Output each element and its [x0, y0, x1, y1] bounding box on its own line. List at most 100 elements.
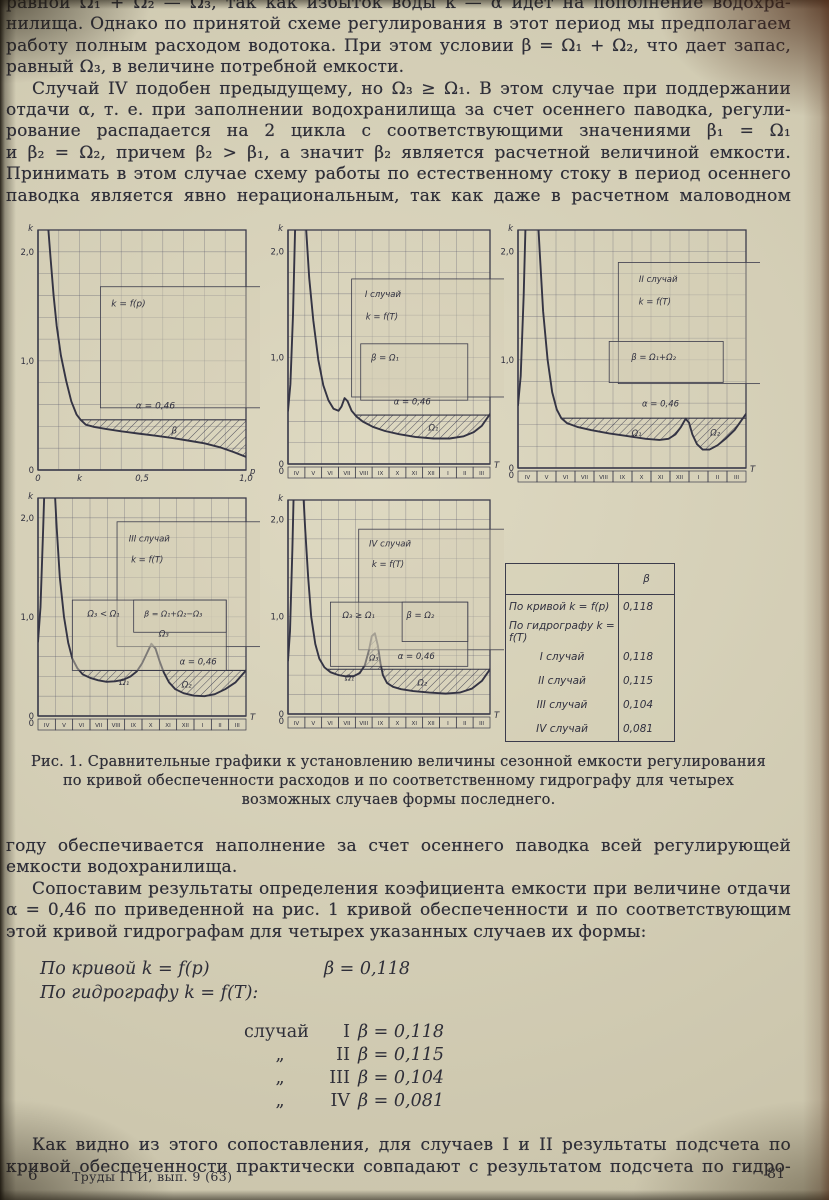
- formula-hydrograph-label: По гидрографу k = f(T):: [40, 983, 259, 1004]
- svg-text:V: V: [545, 475, 549, 481]
- text-line: Сопоставим результаты определения коэфиц…: [32, 878, 791, 899]
- svg-text:k = f(T): k = f(T): [131, 555, 163, 565]
- svg-text:VII: VII: [95, 723, 102, 729]
- svg-text:XII: XII: [182, 723, 189, 729]
- svg-text:III: III: [734, 475, 739, 481]
- chart-hydrograph-case-4: IV случай k = f(T) Ω₃ ≥ Ω₁ β = Ω₂ Ω₃ α = 0,46…: [258, 493, 572, 741]
- svg-text:III: III: [235, 723, 240, 729]
- case-row: „ II β = 0,115: [275, 1045, 445, 1066]
- svg-text:1,0: 1,0: [270, 613, 284, 623]
- svg-text:XII: XII: [428, 721, 435, 727]
- svg-text:IX: IX: [620, 475, 626, 481]
- paragraph-case-iv: Случай IV подобен предыдущему, но Ω₃ ≥ Ω…: [0, 79, 829, 207]
- formula-row-curve: По кривой k = f(p) β = 0,118: [6, 959, 791, 983]
- svg-text:XI: XI: [412, 721, 418, 727]
- case-row: „ IV β = 0,081: [275, 1091, 445, 1112]
- table-row: III случай 0,104: [506, 693, 674, 718]
- svg-text:X: X: [640, 475, 644, 481]
- svg-text:II случай: II случай: [639, 275, 678, 285]
- svg-text:IV: IV: [294, 721, 300, 727]
- svg-text:XI: XI: [165, 723, 171, 729]
- svg-text:XII: XII: [676, 475, 683, 481]
- svg-text:0: 0: [29, 466, 34, 476]
- svg-text:α = 0,46: α = 0,46: [136, 401, 176, 411]
- svg-text:α = 0,46: α = 0,46: [180, 658, 218, 668]
- text-line: работу полным расходом водотока. При это…: [6, 35, 791, 56]
- text-line: возможных случаев формы последнего.: [241, 792, 556, 809]
- svg-text:I: I: [447, 471, 449, 477]
- svg-text:Ω₁: Ω₁: [427, 424, 438, 434]
- svg-text:VIII: VIII: [359, 721, 368, 727]
- text-line: α = 0,46 по приведенной на рис. 1 кривой…: [6, 900, 791, 921]
- text-line: этой кривой гидрографам для четырех указ…: [6, 921, 647, 942]
- svg-text:I: I: [202, 723, 204, 729]
- svg-text:α = 0,46: α = 0,46: [642, 399, 680, 409]
- svg-text:T: T: [494, 711, 500, 721]
- formula-row-hydrograph: По гидрографу k = f(T):: [6, 983, 791, 1007]
- svg-text:Ω₁: Ω₁: [631, 429, 642, 439]
- svg-text:0: 0: [509, 471, 514, 481]
- svg-text:1,0: 1,0: [20, 613, 34, 623]
- formula-curve-value: β = 0,118: [324, 959, 411, 980]
- svg-text:X: X: [395, 471, 399, 477]
- chart-hydrograph-case-2: II случай k = f(T) β = Ω₁+Ω₂ α = 0,46 Ω₁ Ω₂ 2,…: [488, 223, 829, 495]
- figure-1: k = f(p) α = 0,46 β 2,0 1,0 0 0 k 0,5 1,0 k p I слу…: [0, 223, 829, 745]
- text-line: рование распадается на 2 цикла с соответ…: [6, 121, 791, 142]
- table-row: По кривой k = f(p) 0,118: [506, 595, 674, 620]
- text-line: нилища. Однако по принятой схеме регулир…: [6, 14, 791, 35]
- svg-text:I случай: I случай: [365, 290, 402, 300]
- svg-text:k = f(T): k = f(T): [639, 298, 671, 308]
- svg-text:k = f(T): k = f(T): [366, 312, 398, 322]
- table-row: IV случай 0,081: [506, 717, 674, 742]
- paragraph-compare: Сопоставим результаты определения коэфиц…: [0, 879, 829, 943]
- svg-text:1,0: 1,0: [270, 354, 284, 364]
- svg-text:IV: IV: [525, 475, 531, 481]
- svg-text:Ω₁: Ω₁: [344, 674, 354, 683]
- text-line: паводка является явно нерациональным, та…: [6, 185, 791, 206]
- paragraph-conclusion: Как видно из этого сопоставления, для сл…: [0, 1135, 829, 1178]
- svg-text:0: 0: [35, 474, 40, 484]
- svg-text:2,0: 2,0: [20, 248, 34, 258]
- svg-text:VI: VI: [327, 721, 333, 727]
- svg-text:VII: VII: [581, 475, 588, 481]
- svg-text:II: II: [218, 723, 222, 729]
- text-line: равный Ω₃, в величине потребной емкости.: [6, 57, 405, 78]
- svg-text:0: 0: [29, 719, 34, 729]
- svg-text:I: I: [698, 475, 700, 481]
- formula-curve-label: По кривой k = f(p): [40, 959, 210, 980]
- svg-text:Ω₃: Ω₃: [368, 654, 378, 663]
- svg-text:k: k: [28, 224, 34, 234]
- paragraph-continuation: равной Ω₁ + Ω₂ — Ω₃, так как избыток вод…: [0, 0, 829, 79]
- text-line: Случай IV подобен предыдущему, но Ω₃ ≥ Ω…: [32, 78, 791, 99]
- svg-text:k = f(T): k = f(T): [372, 560, 404, 570]
- svg-text:VIII: VIII: [599, 475, 608, 481]
- svg-text:V: V: [62, 723, 66, 729]
- svg-text:VI: VI: [79, 723, 85, 729]
- svg-text:V: V: [311, 471, 315, 477]
- chart-hydrograph-case-1: I случай k = f(T) β = Ω₁ α = 0,46 Ω₁ 2,0 1,0 0 k…: [258, 223, 543, 491]
- table-header-row: β: [506, 564, 674, 596]
- svg-text:Ω₁: Ω₁: [118, 678, 129, 688]
- chart-hydrograph-case-3: III случай k = f(T) Ω₃ < Ω₁ β = Ω₁+Ω₂−Ω₃ Ω₃ α…: [8, 491, 338, 743]
- svg-text:V: V: [311, 721, 315, 727]
- text-line: по кривой обеспеченности расходов и по с…: [62, 773, 735, 790]
- svg-text:β = Ω₁: β = Ω₁: [370, 353, 399, 363]
- svg-text:IV: IV: [44, 723, 50, 729]
- svg-text:k: k: [28, 492, 34, 502]
- text-line: Как видно из этого сопоставления, для сл…: [32, 1135, 791, 1156]
- text-line: и β₂ = Ω₂, причем β₂ > β₁, а значит β₂ я…: [6, 142, 791, 163]
- svg-text:2,0: 2,0: [270, 247, 284, 257]
- svg-text:IX: IX: [378, 471, 384, 477]
- chart-duration-curve: k = f(p) α = 0,46 β 2,0 1,0 0 0 k 0,5 1,0 k p: [8, 223, 330, 491]
- table-row: По гидрографу k = f(T): [506, 619, 674, 646]
- svg-text:β = Ω₁+Ω₂: β = Ω₁+Ω₂: [630, 353, 676, 363]
- text-line: Рис. 1. Сравнительные графики к установл…: [31, 754, 766, 771]
- svg-text:VI: VI: [563, 475, 569, 481]
- svg-text:X: X: [395, 721, 399, 727]
- text-line: емкости водохранилища.: [6, 857, 238, 878]
- svg-text:VII: VII: [343, 721, 350, 727]
- svg-text:1,0: 1,0: [500, 356, 514, 366]
- formula-block: По кривой k = f(p) β = 0,118 По гидрогра…: [0, 959, 829, 1113]
- svg-text:I: I: [447, 721, 449, 727]
